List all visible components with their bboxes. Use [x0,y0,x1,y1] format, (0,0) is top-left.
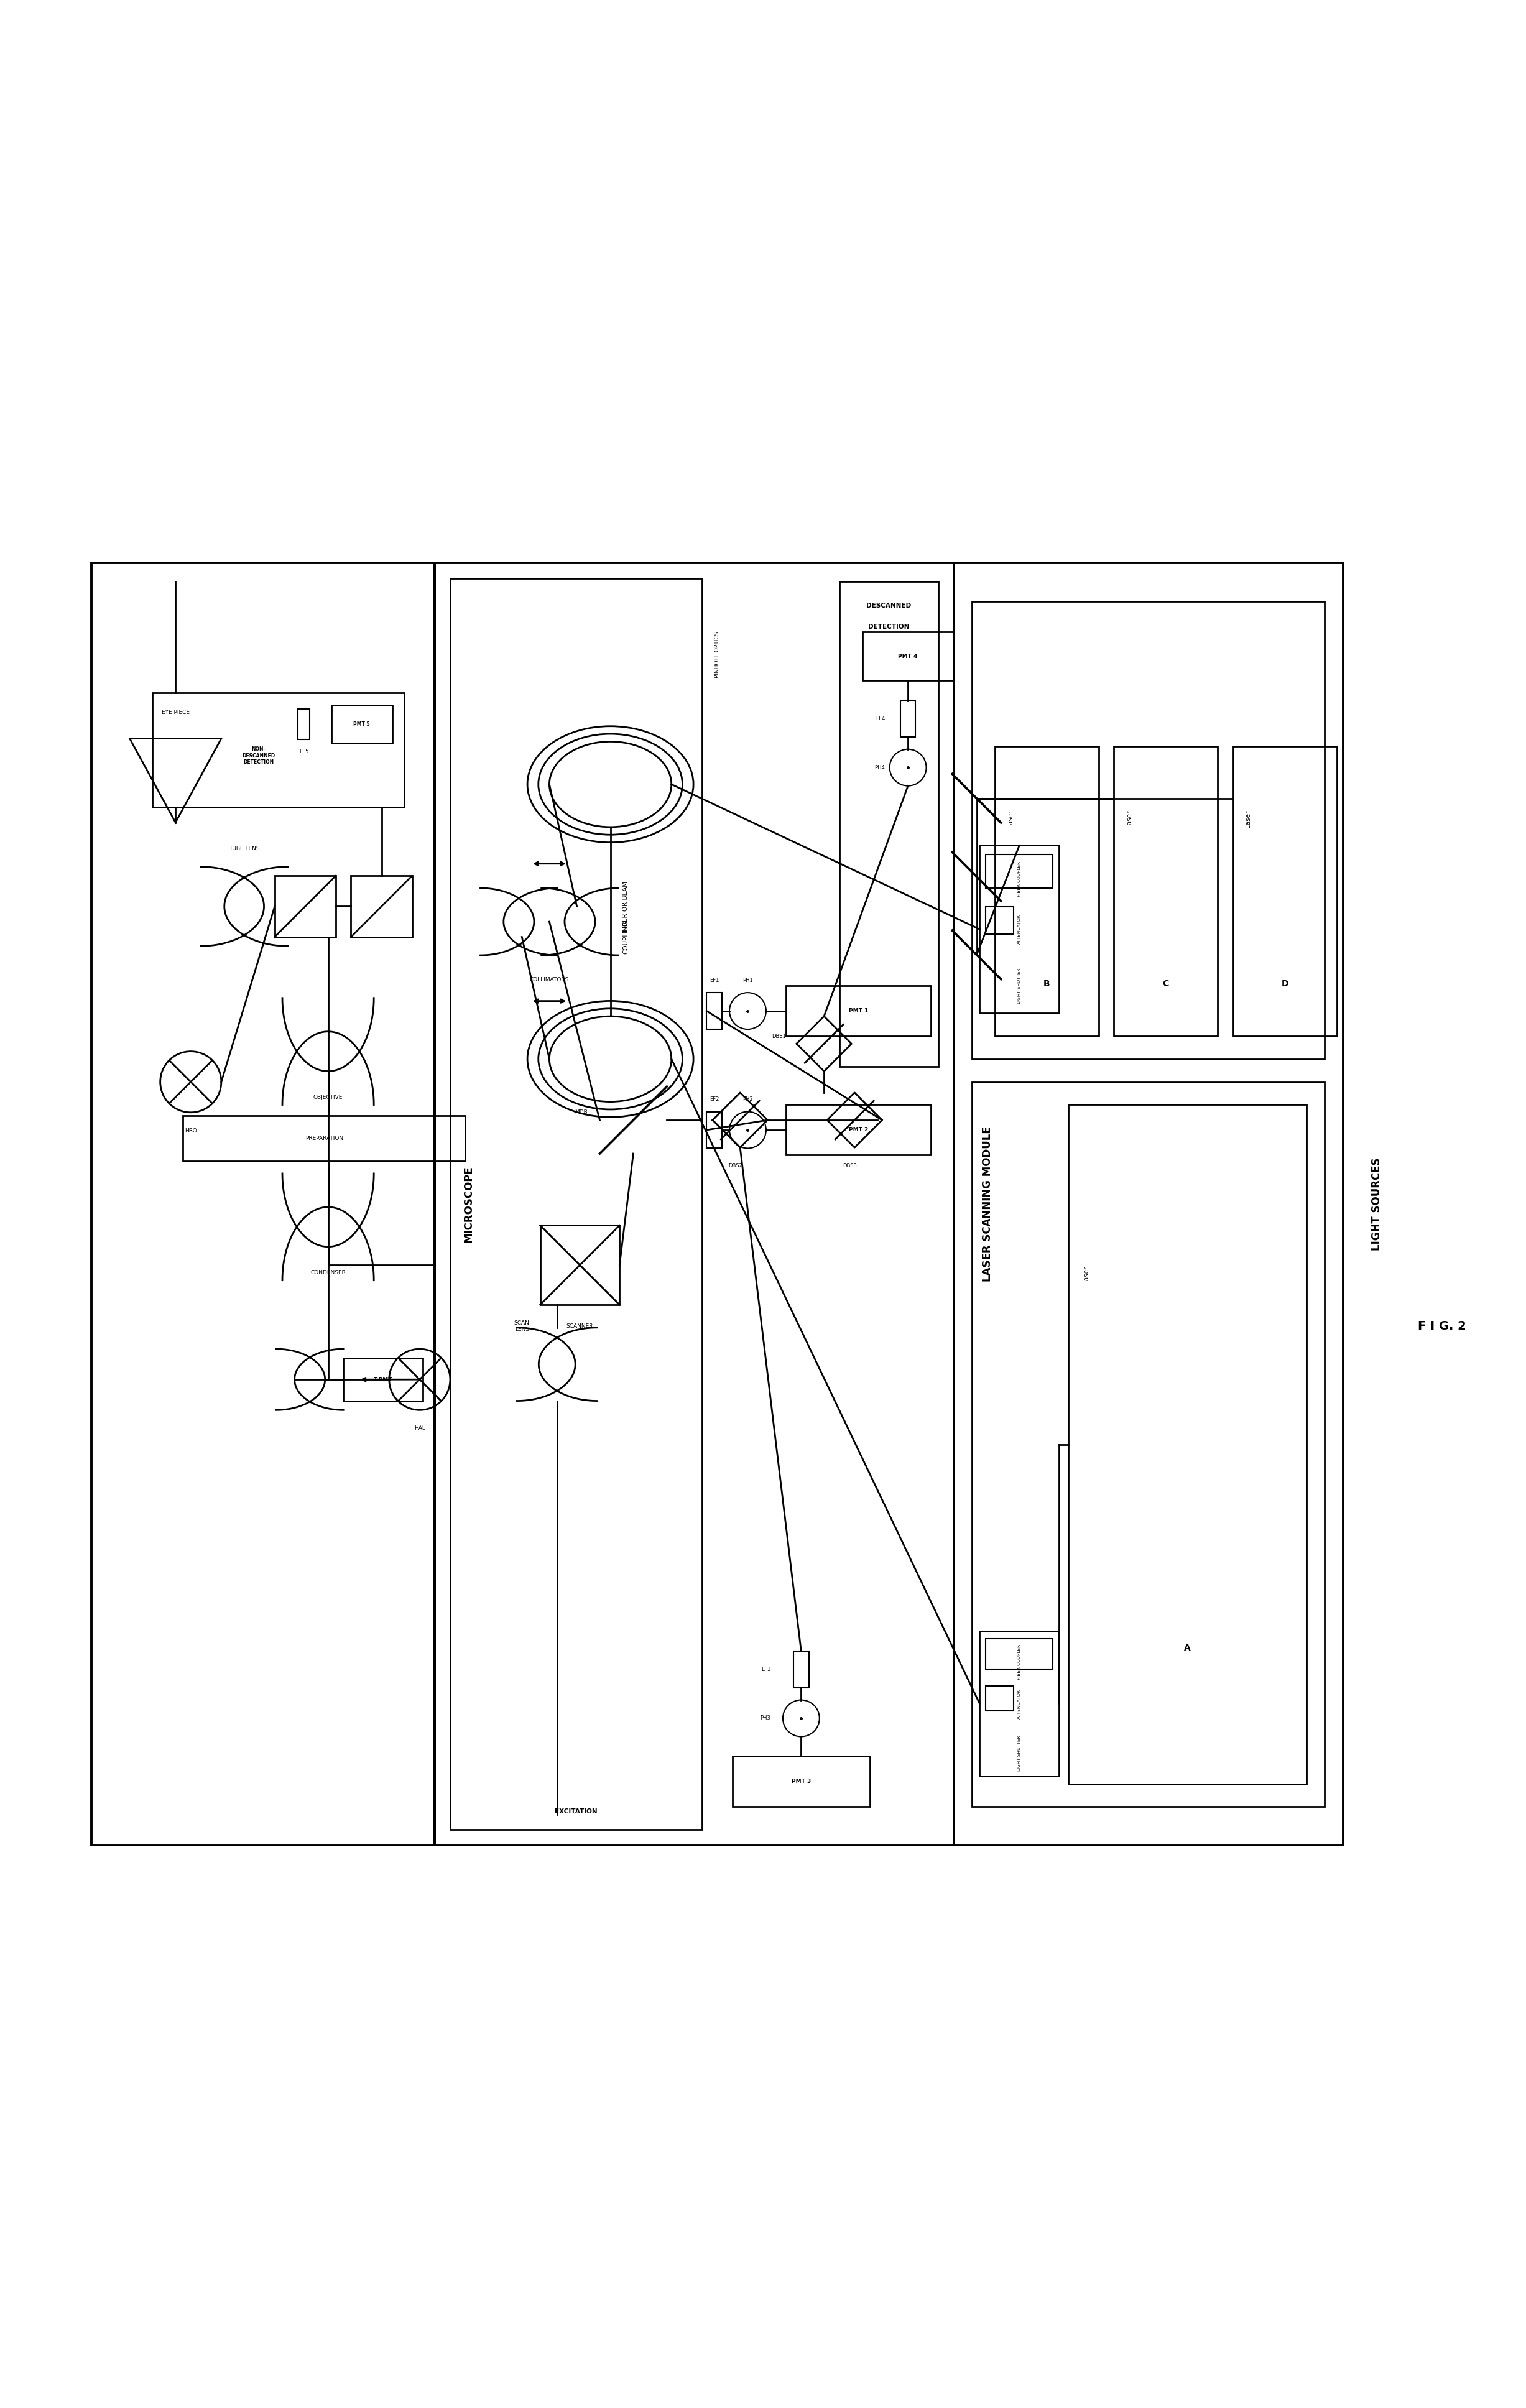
Text: HAL: HAL [414,1426,426,1430]
Text: MICROSCOPE: MICROSCOPE [462,1165,475,1243]
Text: HBO: HBO [185,1127,197,1134]
Text: Laser: Laser [1083,1267,1090,1283]
Text: T-PMT: T-PMT [374,1377,392,1382]
Bar [900,701,916,737]
Bar [707,992,722,1028]
Text: FIBER COUPLER: FIBER COUPLER [1018,862,1021,896]
Text: EYE PIECE: EYE PIECE [162,710,189,715]
Bar [972,602,1325,1060]
Bar [450,578,702,1830]
Text: DESCANNED: DESCANNED [867,602,911,609]
Text: DETECTION: DETECTION [868,624,909,631]
Bar [331,706,392,744]
Bar [1233,746,1337,1035]
Text: EXCITATION: EXCITATION [555,1808,597,1816]
Text: TUBE LENS: TUBE LENS [229,845,259,850]
Bar [972,1081,1325,1806]
Bar [954,563,1343,1845]
Text: C: C [1163,980,1169,987]
Text: EF1: EF1 [710,978,719,982]
Bar [298,708,310,739]
Bar [839,580,938,1067]
Text: PH4: PH4 [874,766,885,771]
Text: PREPARATION: PREPARATION [305,1137,343,1141]
Bar [986,908,1013,934]
Text: MDB: MDB [575,1110,588,1115]
Text: PINHOLE OPTICS: PINHOLE OPTICS [714,631,720,677]
Text: COUPLING: COUPLING [623,920,629,954]
Text: DBS3: DBS3 [842,1163,858,1168]
Text: Laser: Laser [1007,809,1013,828]
Text: SCAN
LENS: SCAN LENS [514,1320,530,1332]
Bar [786,1105,931,1156]
Bar [435,563,954,1845]
Text: LIGHT SHUTTER: LIGHT SHUTTER [1018,1736,1021,1772]
Text: EF3: EF3 [761,1666,771,1671]
Bar [1068,1105,1306,1784]
Text: PH3: PH3 [760,1714,771,1722]
Text: ATTENUATOR: ATTENUATOR [1018,915,1021,944]
Text: PMT 2: PMT 2 [848,1127,868,1132]
Bar [980,1630,1059,1777]
Text: B: B [1044,980,1050,987]
Text: PMT 4: PMT 4 [899,653,917,660]
Bar [986,1640,1053,1669]
Bar [995,746,1099,1035]
Text: PH1: PH1 [743,978,752,982]
Text: OBJECTIVE: OBJECTIVE [313,1093,343,1100]
Bar [540,1226,620,1305]
Text: PMT 1: PMT 1 [848,1009,868,1014]
Text: EF5: EF5 [299,749,308,754]
Bar [862,631,954,681]
Bar [1114,746,1218,1035]
Text: LASER SCANNING MODULE: LASER SCANNING MODULE [981,1127,993,1281]
Bar [275,877,336,937]
Bar [794,1652,809,1688]
Text: DBS1: DBS1 [772,1033,786,1038]
Text: EF2: EF2 [710,1096,719,1103]
Bar [980,845,1059,1014]
Text: SCANNER: SCANNER [566,1324,594,1329]
Text: A: A [1184,1645,1190,1652]
Text: Laser: Laser [1126,809,1132,828]
Text: PMT 3: PMT 3 [792,1780,810,1784]
Bar [732,1755,870,1806]
Text: LIGHT SOURCES: LIGHT SOURCES [1370,1158,1383,1250]
Bar [351,877,412,937]
Text: FIBER COUPLER: FIBER COUPLER [1018,1645,1021,1678]
Bar [786,985,931,1035]
Bar [707,1112,722,1149]
Text: LIGHT SHUTTER: LIGHT SHUTTER [1018,968,1021,1004]
Text: F I G. 2: F I G. 2 [1418,1320,1466,1332]
Text: DBS2: DBS2 [728,1163,743,1168]
Text: Laser: Laser [1245,809,1251,828]
Bar [986,1686,1013,1710]
Text: PH2: PH2 [743,1096,752,1103]
Text: COLLIMATORS: COLLIMATORS [530,978,569,982]
Bar [153,694,404,807]
Text: PMT 5: PMT 5 [354,722,369,727]
Bar [183,1115,465,1161]
Bar [986,855,1053,889]
Bar [92,563,435,1845]
Text: D: D [1282,980,1288,987]
Bar [343,1358,423,1401]
Text: NON-
DESCANNED
DETECTION: NON- DESCANNED DETECTION [241,746,275,766]
Text: FIBER OR BEAM: FIBER OR BEAM [623,881,629,932]
Text: CONDENSER: CONDENSER [310,1269,346,1276]
Text: ATTENUATOR: ATTENUATOR [1018,1688,1021,1719]
Text: EF4: EF4 [876,715,885,722]
